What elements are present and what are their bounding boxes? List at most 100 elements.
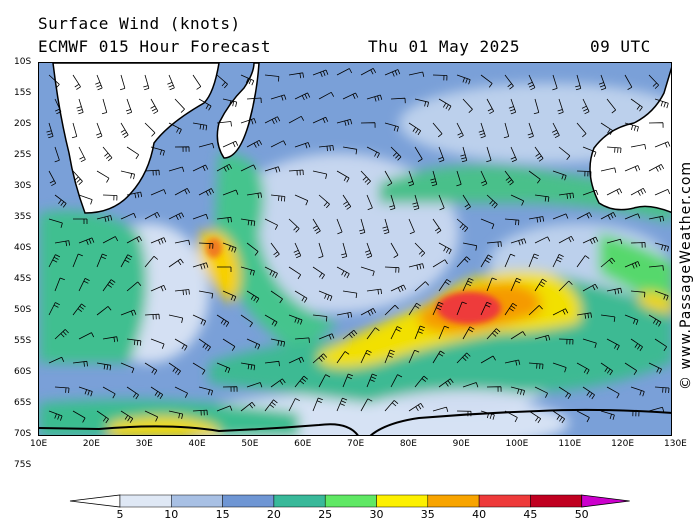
wind-barb [168, 410, 184, 419]
wind-barb [606, 386, 620, 399]
wind-barb [504, 170, 514, 186]
wind-barb [168, 258, 184, 268]
wind-barb [78, 278, 90, 292]
latitude-label: 15S [14, 88, 32, 98]
wind-barb [198, 242, 214, 249]
wind-barb [144, 410, 159, 422]
wind-barb [312, 218, 321, 234]
wind-barb [624, 74, 633, 90]
wind-field [39, 63, 671, 435]
wind-barb [359, 218, 366, 235]
wind-barb [264, 360, 280, 367]
wind-barb [240, 362, 256, 371]
wind-barb [558, 280, 573, 292]
wind-barb [96, 410, 109, 424]
wind-barb [432, 74, 448, 81]
wind-barb [126, 236, 143, 244]
wind-barb [510, 238, 527, 246]
colorbar-label: 50 [574, 508, 589, 521]
wind-barb [294, 290, 308, 303]
latitude-label: 25S [14, 150, 32, 160]
wind-barb [288, 115, 305, 124]
wind-barb [120, 212, 137, 220]
wind-barb [384, 266, 400, 273]
longitude-label: 130E [664, 439, 687, 449]
wind-barb [600, 167, 617, 173]
wind-barb [480, 170, 488, 187]
wind-barb [552, 410, 566, 424]
latitude-label: 70S [14, 429, 32, 439]
wind-barb [288, 266, 302, 280]
wind-barb [582, 146, 597, 157]
wind-barb [432, 301, 444, 316]
wind-barb [168, 212, 185, 220]
wind-barb [312, 314, 328, 322]
wind-barb [143, 74, 150, 91]
wind-barb [558, 146, 571, 160]
colorbar-label: 15 [215, 508, 230, 521]
wind-barb [581, 98, 590, 115]
wind-barb [120, 254, 133, 268]
wind-barb [600, 314, 616, 322]
wind-barb [312, 353, 328, 364]
wind-barb [654, 386, 670, 394]
latitude-label: 30S [14, 181, 32, 191]
wind-barb [72, 360, 88, 367]
wind-barb [552, 362, 567, 373]
wind-barb [240, 401, 256, 412]
wind-barb [600, 257, 616, 268]
wind-barb [480, 218, 495, 230]
wind-barb [582, 386, 595, 400]
wind-map [38, 62, 672, 436]
wind-barb [54, 98, 62, 115]
wind-barb [54, 277, 65, 292]
wind-barb [222, 98, 238, 107]
wind-barb [174, 338, 188, 351]
wind-barb [72, 410, 86, 423]
wind-barb [360, 266, 375, 277]
latitude-label: 10S [14, 57, 32, 67]
longitude-label: 40E [188, 439, 206, 449]
wind-barb [462, 382, 479, 388]
wind-barb [126, 338, 142, 346]
colorbar-label: 20 [266, 508, 281, 521]
wind-barb [576, 410, 590, 423]
wind-barb [270, 140, 287, 148]
wind-barb [630, 290, 646, 298]
longitude-label: 110E [558, 439, 582, 449]
wind-barb [486, 328, 501, 340]
latitude-label: 65S [14, 398, 32, 408]
wind-barb [390, 242, 399, 258]
wind-barb [48, 74, 60, 89]
wind-barb [46, 122, 54, 139]
wind-barb [96, 215, 113, 222]
wind-barb [336, 397, 348, 412]
wind-barb [126, 191, 143, 199]
wind-barb [288, 72, 304, 79]
wind-barb [606, 146, 622, 154]
wind-barb [462, 194, 471, 210]
wind-barb [318, 374, 331, 388]
wind-barb [654, 189, 671, 196]
wind-barb [48, 356, 65, 364]
wind-barb [54, 329, 69, 340]
wind-barb [72, 74, 81, 90]
wind-barb [126, 386, 139, 400]
wind-barb [54, 240, 70, 247]
wind-barb [312, 116, 329, 124]
wind-barb [312, 69, 329, 77]
wind-barb [222, 338, 236, 351]
wind-barb [246, 242, 259, 256]
wind-barb [342, 290, 358, 299]
wind-barb [390, 284, 407, 293]
wind-barb [552, 122, 560, 139]
wind-barb [480, 355, 496, 364]
wind-barb [78, 237, 95, 245]
wind-barb [150, 189, 167, 196]
wind-barb [78, 146, 86, 163]
wind-barb [364, 242, 373, 259]
wind-barb [54, 386, 70, 394]
latitude-label: 60S [14, 367, 32, 377]
wind-barb [624, 261, 641, 269]
wind-barb [503, 122, 510, 139]
